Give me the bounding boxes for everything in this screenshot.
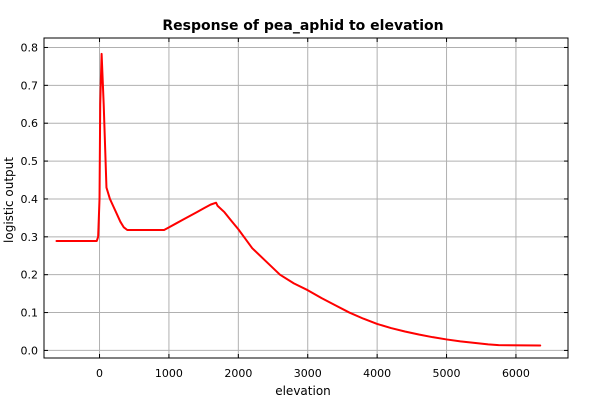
y-tick-label: 0.4 [21, 193, 39, 206]
grid-layer [44, 38, 568, 358]
x-tick-label: 1000 [155, 367, 183, 380]
y-tick-label: 0.3 [21, 231, 39, 244]
tick-layer: 0 1000 2000 3000 4000 5000 6000 0.0 0.1 0.2 0.3 0.4… [21, 38, 568, 380]
y-tick-label: 0.1 [21, 307, 39, 320]
x-tick-label: 4000 [363, 367, 391, 380]
x-tick-label: 3000 [294, 367, 322, 380]
plot-frame [43, 37, 569, 359]
x-tick-label: 2000 [224, 367, 252, 380]
y-axis-label: logistic output [2, 157, 16, 243]
chart-title: Response of pea_aphid to elevation [162, 18, 443, 34]
x-tick-label: 6000 [502, 367, 530, 380]
series-layer [55, 52, 542, 347]
x-tick-label: 0 [96, 367, 103, 380]
y-tick-label: 0.5 [21, 155, 39, 168]
y-tick-label: 0.8 [21, 41, 39, 54]
response-curve-line [55, 52, 542, 347]
x-axis-label: elevation [275, 384, 331, 398]
y-tick-label: 0.0 [21, 344, 39, 357]
x-tick-label: 5000 [433, 367, 461, 380]
y-tick-label: 0.2 [21, 269, 39, 282]
y-tick-label: 0.6 [21, 117, 39, 130]
y-tick-label: 0.7 [21, 79, 39, 92]
